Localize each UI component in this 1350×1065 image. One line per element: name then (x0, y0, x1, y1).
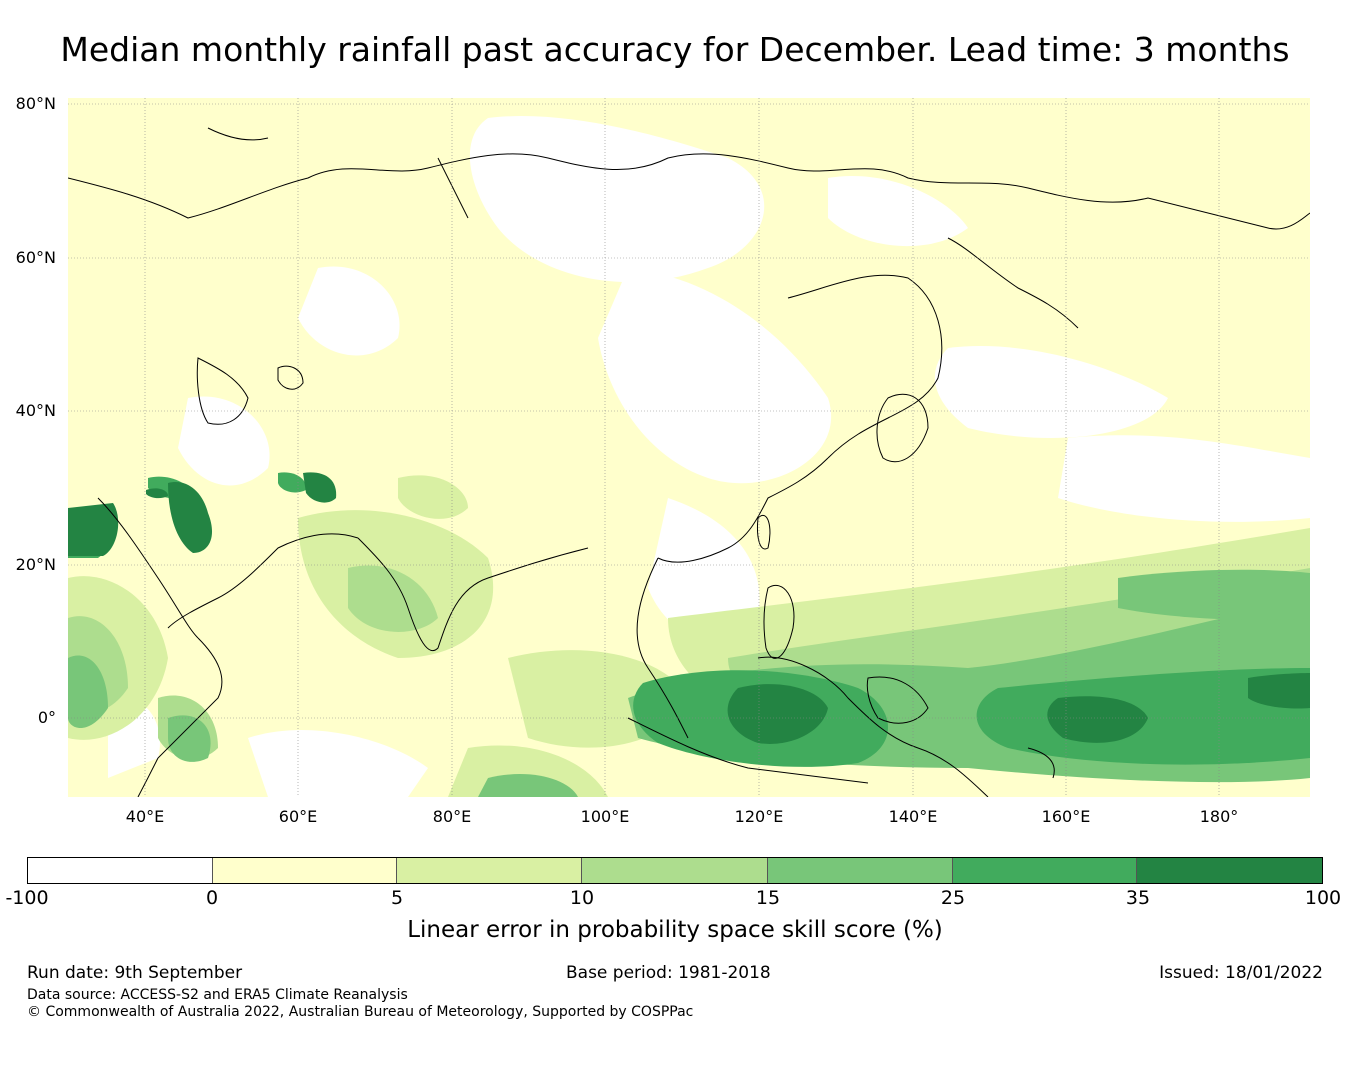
data-source: Data source: ACCESS-S2 and ERA5 Climate … (27, 987, 408, 1003)
colorbar (27, 857, 1323, 884)
colorbar-tick: 10 (569, 887, 595, 909)
gridlines (68, 98, 1310, 797)
lon-label-80e: 80°E (432, 807, 472, 826)
colorbar-segment-25-35 (952, 858, 1138, 883)
colorbar-segment-neg100-0 (28, 858, 213, 883)
chart-title: Median monthly rainfall past accuracy fo… (60, 30, 1290, 69)
issued-date: Issued: 18/01/2022 (1159, 963, 1323, 983)
lat-label-0: 0° (37, 708, 56, 727)
lon-label-60e: 60°E (278, 807, 318, 826)
region-skill-35-100 (68, 472, 1310, 744)
lat-label-40n: 40°N (15, 401, 56, 420)
colorbar-segment-10-15 (582, 858, 768, 883)
map-panel (68, 98, 1310, 797)
colorbar-segment-15-25 (767, 858, 953, 883)
colorbar-segment-0-5 (212, 858, 398, 883)
skill-map (68, 98, 1310, 797)
colorbar-tick: 100 (1304, 887, 1342, 909)
lon-label-40e: 40°E (125, 807, 165, 826)
lon-label-180: 180° (1199, 807, 1239, 826)
colorbar-segment-5-10 (397, 858, 583, 883)
lon-label-120e: 120°E (734, 807, 784, 826)
colorbar-tick: 15 (755, 887, 781, 909)
lon-label-160e: 160°E (1041, 807, 1091, 826)
colorbar-tick: 0 (205, 887, 219, 909)
base-period: Base period: 1981-2018 (566, 963, 771, 983)
region-negative-skill (108, 116, 1310, 797)
lat-label-60n: 60°N (15, 248, 56, 267)
copyright: © Commonwealth of Australia 2022, Austra… (27, 1004, 694, 1020)
colorbar-segment-35-100 (1137, 858, 1323, 883)
run-date: Run date: 9th September (27, 963, 243, 983)
lat-label-80n: 80°N (15, 94, 56, 113)
lat-label-20n: 20°N (15, 555, 56, 574)
lon-label-140e: 140°E (888, 807, 938, 826)
colorbar-label: Linear error in probability space skill … (407, 917, 943, 943)
colorbar-tick: 25 (940, 887, 966, 909)
colorbar-tick: -100 (5, 887, 49, 909)
colorbar-tick: 5 (390, 887, 404, 909)
lon-label-100e: 100°E (580, 807, 630, 826)
coastlines (68, 127, 1310, 797)
colorbar-tick: 35 (1125, 887, 1151, 909)
